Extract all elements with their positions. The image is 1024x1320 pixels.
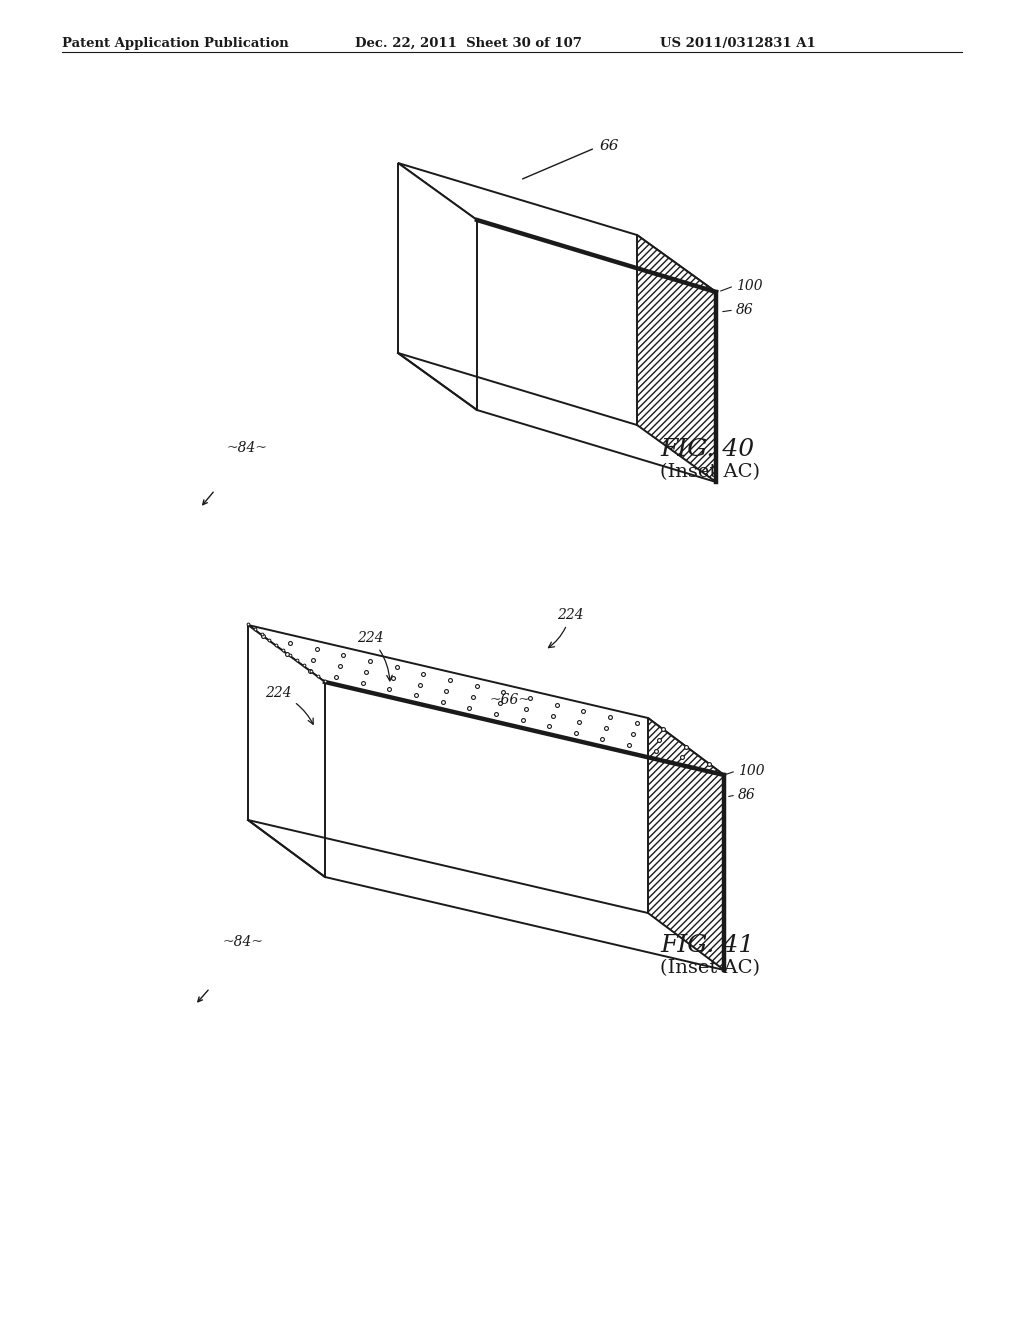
- Text: US 2011/0312831 A1: US 2011/0312831 A1: [660, 37, 816, 50]
- Text: (Inset AC): (Inset AC): [660, 463, 760, 480]
- Text: Patent Application Publication: Patent Application Publication: [62, 37, 289, 50]
- Polygon shape: [398, 162, 477, 411]
- Text: 86: 86: [736, 304, 754, 317]
- Polygon shape: [248, 624, 325, 876]
- Polygon shape: [248, 624, 724, 775]
- Text: Dec. 22, 2011  Sheet 30 of 107: Dec. 22, 2011 Sheet 30 of 107: [355, 37, 582, 50]
- Text: FIG. 41: FIG. 41: [660, 933, 754, 957]
- Text: 100: 100: [738, 764, 765, 777]
- Polygon shape: [398, 162, 716, 292]
- Text: (Inset AC): (Inset AC): [660, 960, 760, 977]
- Text: ~84~: ~84~: [222, 935, 263, 949]
- Text: 224: 224: [264, 686, 313, 725]
- Text: 86: 86: [738, 788, 756, 803]
- Text: 100: 100: [736, 279, 763, 293]
- Text: FIG. 40: FIG. 40: [660, 438, 754, 462]
- Text: 224: 224: [549, 609, 584, 648]
- Text: ~66~: ~66~: [489, 693, 530, 708]
- Text: 66: 66: [600, 139, 620, 153]
- Text: ~84~: ~84~: [226, 441, 267, 455]
- Polygon shape: [637, 235, 716, 482]
- Text: 224: 224: [356, 631, 392, 681]
- Polygon shape: [648, 718, 724, 970]
